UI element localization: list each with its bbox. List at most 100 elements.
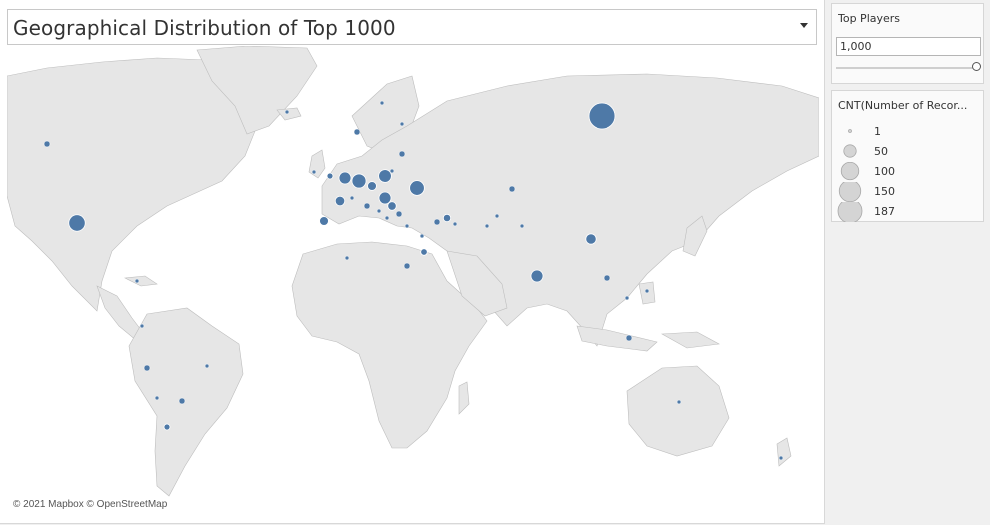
land-iceland <box>276 107 302 121</box>
marker-small[interactable] <box>644 288 650 294</box>
legend-label: 100 <box>874 165 895 178</box>
marker-small[interactable] <box>363 202 371 210</box>
marker-small[interactable] <box>404 223 410 229</box>
top-players-filter: Top Players <box>831 3 984 84</box>
legend-size-icon <box>837 202 863 222</box>
page-title: Geographical Distribution of Top 1000 <box>13 16 396 40</box>
legend-label: 50 <box>874 145 888 158</box>
marker-small[interactable] <box>484 223 490 229</box>
top-players-slider[interactable] <box>836 67 974 69</box>
land-japan <box>682 215 708 257</box>
legend-row[interactable]: 100 <box>832 162 982 182</box>
legend-size-icon <box>838 182 862 202</box>
title-dropdown[interactable]: Geographical Distribution of Top 1000 <box>7 9 817 45</box>
legend-size-icon <box>848 129 852 133</box>
marker-small[interactable] <box>603 274 611 282</box>
legend-size-icon <box>840 162 860 181</box>
legend-circle <box>837 202 863 222</box>
map-canvas[interactable] <box>7 46 819 516</box>
land-britain <box>308 149 326 179</box>
size-legend: CNT(Number of Recor... 1 50 100 150 187 <box>831 90 984 222</box>
marker-czech-republic[interactable] <box>367 181 377 191</box>
land-south-america <box>128 307 244 497</box>
land-eurasia <box>321 73 819 347</box>
marker-small[interactable] <box>399 121 405 127</box>
marker-small[interactable] <box>624 295 630 301</box>
marker-small[interactable] <box>398 150 406 158</box>
marker-united-states[interactable] <box>68 214 86 232</box>
marker-small[interactable] <box>134 278 140 284</box>
marker-spain[interactable] <box>319 216 329 226</box>
land-new-guinea <box>660 331 720 349</box>
marker-small[interactable] <box>204 363 210 369</box>
marker-small[interactable] <box>139 323 145 329</box>
marker-small[interactable] <box>403 262 411 270</box>
marker-small[interactable] <box>389 168 395 174</box>
legend-row[interactable]: 150 <box>832 182 982 202</box>
map-attribution: © 2021 Mapbox © OpenStreetMap <box>13 499 168 510</box>
legend-label: 150 <box>874 185 895 198</box>
slider-thumb[interactable] <box>972 62 981 71</box>
legend-circle <box>848 129 852 133</box>
land-madagascar <box>458 381 470 415</box>
land-layer <box>7 46 819 497</box>
marker-germany[interactable] <box>351 173 367 189</box>
chevron-down-icon[interactable] <box>800 23 808 28</box>
marker-small[interactable] <box>384 215 390 221</box>
land-north-america <box>7 57 270 312</box>
marker-small[interactable] <box>625 334 633 342</box>
marker-serbia[interactable] <box>387 201 397 211</box>
top-players-input[interactable] <box>836 37 981 56</box>
dashboard-panel: Geographical Distribution of Top 1000 <box>0 0 825 524</box>
land-arabia <box>446 250 508 317</box>
marker-small[interactable] <box>778 455 784 461</box>
marker-poland[interactable] <box>378 169 392 183</box>
legend-label: 187 <box>874 205 895 218</box>
marker-small[interactable] <box>349 195 355 201</box>
land-indonesia <box>576 325 658 352</box>
marker-small[interactable] <box>154 395 160 401</box>
marker-small[interactable] <box>676 399 682 405</box>
marker-small[interactable] <box>311 169 317 175</box>
legend-row[interactable]: 1 <box>832 122 982 142</box>
world-map[interactable]: © 2021 Mapbox © OpenStreetMap <box>7 46 819 516</box>
legend-row[interactable]: 187 <box>832 202 982 222</box>
marker-small[interactable] <box>379 100 385 106</box>
marker-united-kingdom[interactable] <box>326 172 334 180</box>
marker-russia[interactable] <box>588 102 616 130</box>
marker-hungary[interactable] <box>378 191 392 205</box>
marker-layer <box>43 100 784 461</box>
marker-small[interactable] <box>284 109 290 115</box>
marker-small[interactable] <box>508 185 516 193</box>
marker-small[interactable] <box>143 364 151 372</box>
marker-small[interactable] <box>178 397 186 405</box>
marker-small[interactable] <box>43 140 51 148</box>
legend-circle <box>838 182 862 202</box>
legend-circle <box>840 162 860 181</box>
marker-small[interactable] <box>376 208 382 214</box>
legend-label: 1 <box>874 125 881 138</box>
marker-small[interactable] <box>452 221 458 227</box>
marker-china[interactable] <box>585 233 597 245</box>
marker-netherlands[interactable] <box>338 171 352 185</box>
marker-small[interactable] <box>344 255 350 261</box>
land-australia <box>626 365 730 457</box>
marker-small[interactable] <box>419 233 425 239</box>
marker-small[interactable] <box>433 218 441 226</box>
legend-row[interactable]: 50 <box>832 142 982 162</box>
legend-circle <box>843 144 857 158</box>
marker-small[interactable] <box>494 213 500 219</box>
filter-title: Top Players <box>838 12 901 25</box>
marker-egypt[interactable] <box>420 248 428 256</box>
marker-argentina[interactable] <box>163 423 171 431</box>
marker-small[interactable] <box>519 223 525 229</box>
marker-turkey[interactable] <box>442 213 452 223</box>
land-africa <box>291 241 488 449</box>
legend-title: CNT(Number of Recor... <box>838 99 968 112</box>
legend-size-icon <box>843 144 857 158</box>
marker-ukraine[interactable] <box>409 180 425 196</box>
marker-small[interactable] <box>353 128 361 136</box>
marker-small[interactable] <box>395 210 403 218</box>
marker-india[interactable] <box>530 269 544 283</box>
marker-france[interactable] <box>334 195 346 207</box>
